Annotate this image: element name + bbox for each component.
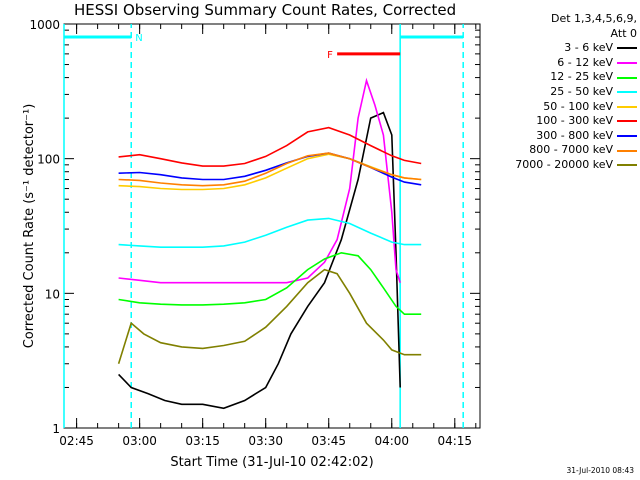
y-tick-label: 100 — [37, 153, 60, 167]
plot-frame — [63, 23, 481, 429]
chart-title: HESSI Observing Summary Count Rates, Cor… — [74, 1, 457, 19]
legend-label: 50 - 100 keV — [543, 99, 613, 113]
x-tick-label: 03:15 — [185, 434, 220, 448]
legend-label: 100 - 300 keV — [536, 114, 613, 128]
timestamp: 31-Jul-2010 08:43 — [566, 466, 634, 475]
legend-item: 25 - 50 keV — [472, 85, 637, 100]
legend-item: 300 - 800 keV — [472, 129, 637, 144]
legend-swatch — [617, 76, 637, 79]
legend-label: 800 - 7000 keV — [529, 143, 613, 157]
x-tick-label: 03:30 — [248, 434, 283, 448]
y-axis-label: Corrected Count Rate (s⁻¹ detector⁻¹) — [22, 104, 37, 349]
legend-label: 12 - 25 keV — [550, 70, 613, 84]
legend-swatch — [617, 135, 637, 138]
series-line-2 — [118, 251, 422, 316]
legend-swatch — [617, 47, 637, 50]
legend-item: 7000 - 20000 keV — [472, 158, 637, 173]
y-tick-label: 1000 — [29, 18, 60, 32]
flare-label: F — [327, 50, 333, 61]
series-line-8 — [117, 268, 422, 364]
legend-header: Det 1,3,4,5,6,9, Att 0 — [550, 12, 637, 40]
series-line-0 — [118, 111, 401, 410]
legend-item: 12 - 25 keV — [472, 70, 637, 85]
x-tick-label: 03:45 — [311, 434, 346, 448]
series-line-6 — [118, 152, 422, 186]
legend-label: 25 - 50 keV — [550, 84, 613, 98]
x-tick-label: 04:00 — [374, 434, 409, 448]
legend-swatch — [617, 105, 637, 108]
legend-item: 6 - 12 keV — [472, 56, 637, 71]
series-line-5 — [118, 126, 422, 167]
legend-swatch — [617, 62, 637, 65]
legend-item: 50 - 100 keV — [472, 100, 637, 115]
legend-label: 300 - 800 keV — [536, 128, 613, 142]
legend-item: 100 - 300 keV — [472, 114, 637, 129]
x-axis-label: Start Time (31-Jul-10 02:42:02) — [170, 455, 373, 470]
series-line-1 — [118, 77, 401, 284]
x-tick-label: 04:15 — [437, 434, 472, 448]
series-line-7 — [118, 152, 422, 187]
x-tick-label: 03:00 — [122, 434, 157, 448]
night-label: N — [135, 33, 142, 44]
legend-swatch — [617, 149, 637, 152]
legend-swatch — [617, 164, 637, 167]
legend-label: 6 - 12 keV — [557, 55, 613, 69]
y-tick-label: 10 — [45, 287, 60, 301]
legend-swatch — [617, 120, 637, 123]
legend-item: 3 - 6 keV — [472, 41, 637, 56]
legend-label: 3 - 6 keV — [564, 41, 613, 55]
series-line-3 — [118, 217, 422, 248]
legend-item: 800 - 7000 keV — [472, 143, 637, 158]
y-tick-label: 1 — [52, 422, 60, 436]
legend-label: 7000 - 20000 keV — [515, 157, 613, 171]
legend-swatch — [617, 91, 637, 94]
x-tick-label: 02:45 — [59, 434, 94, 448]
